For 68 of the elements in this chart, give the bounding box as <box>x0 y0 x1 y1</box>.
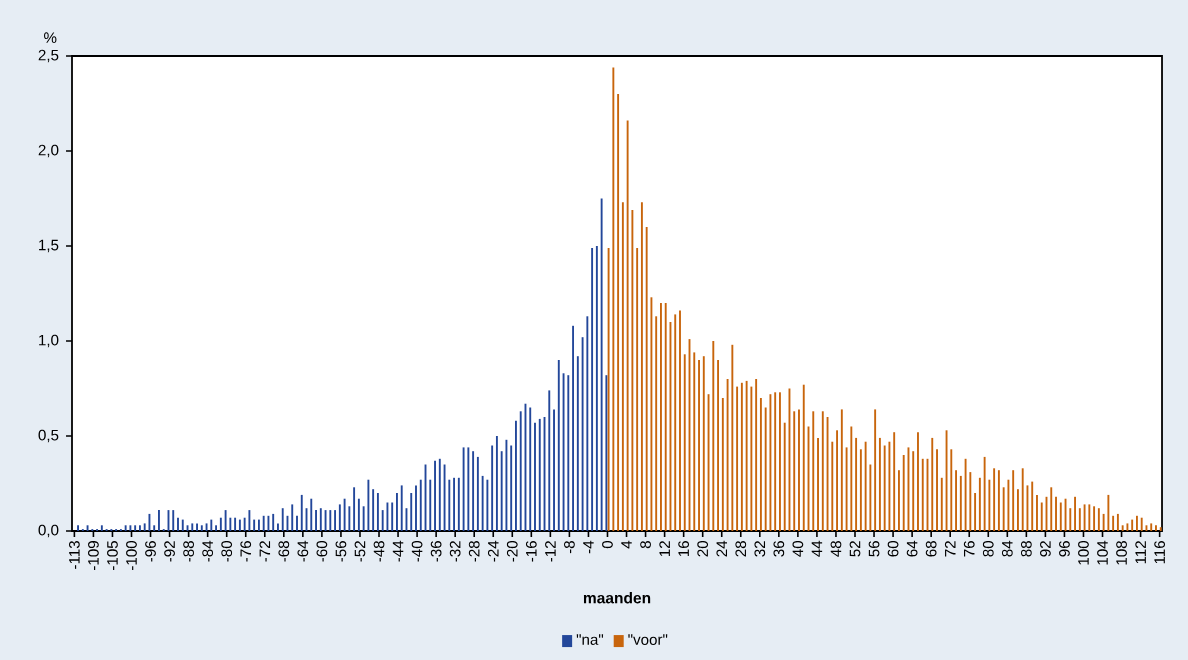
x-tick-label: -92 <box>164 541 175 562</box>
x-tick-label: -96 <box>145 541 156 562</box>
x-tick-label: 56 <box>868 541 880 557</box>
x-tick-label: 24 <box>716 540 728 557</box>
x-tick-label: 92 <box>1040 541 1051 557</box>
y-tick-label: 2,5 <box>38 49 59 63</box>
x-tick-label: 52 <box>849 541 861 557</box>
y-axis-title: % <box>44 32 57 43</box>
x-tick-label: -84 <box>202 540 214 562</box>
y-tick-label: 1,5 <box>39 239 59 253</box>
x-tick-label: -109 <box>88 541 99 570</box>
x-tick-label: 116 <box>1154 541 1165 564</box>
x-tick-label: 72 <box>944 541 956 557</box>
x-tick-label: 108 <box>1116 541 1127 565</box>
x-tick-label: -40 <box>411 540 423 562</box>
x-tick-label: 76 <box>963 541 975 557</box>
x-tick-label: -24 <box>487 540 499 562</box>
x-tick-label: 8 <box>640 541 651 549</box>
x-tick-label: -52 <box>354 541 366 562</box>
x-tick-label: -56 <box>335 541 347 562</box>
x-tick-label: 20 <box>697 540 709 557</box>
x-tick-label: 104 <box>1097 540 1108 565</box>
x-tick-label: -68 <box>278 541 290 562</box>
x-tick-label: -20 <box>506 540 518 562</box>
x-tick-label: 44 <box>811 540 823 557</box>
x-tick-label: -105 <box>107 541 118 570</box>
x-tick-label: 28 <box>735 541 747 557</box>
x-tick-label: 96 <box>1059 541 1070 557</box>
x-tick-label: 48 <box>830 541 842 557</box>
x-tick-label: 100 <box>1078 540 1089 565</box>
x-tick-label: -80 <box>221 540 233 562</box>
x-tick-label: 64 <box>906 540 918 557</box>
x-tick-label: -72 <box>259 541 271 562</box>
y-tick-label: 1,0 <box>39 334 59 348</box>
x-tick-label: -32 <box>449 541 461 562</box>
x-tick-label: 80 <box>982 540 994 557</box>
y-tick-label: 2,0 <box>38 144 59 158</box>
x-tick-label: 32 <box>754 541 766 557</box>
x-axis-title: maanden <box>583 592 651 604</box>
x-tick-label: 68 <box>925 541 937 557</box>
x-tick-label: 88 <box>1020 541 1032 557</box>
y-tick-label: 0,5 <box>38 429 59 443</box>
x-tick-label: 36 <box>773 541 785 557</box>
x-tick-label: 12 <box>659 541 670 557</box>
x-tick-label: 4 <box>621 540 632 549</box>
x-tick-label: -4 <box>583 540 594 554</box>
x-tick-label: -12 <box>545 541 556 562</box>
x-tick-label: 0 <box>602 540 613 549</box>
x-tick-label: 16 <box>678 541 690 557</box>
x-tick-label: -88 <box>183 541 194 562</box>
x-tick-label: -100 <box>126 540 137 570</box>
y-tick-label: 0,0 <box>38 524 59 538</box>
x-tick-label: -28 <box>468 541 480 562</box>
x-tick-label: -16 <box>525 541 537 562</box>
x-tick-label: -48 <box>373 541 385 562</box>
x-tick-label: 84 <box>1001 540 1013 557</box>
legend-label: "voor" <box>628 634 668 645</box>
x-tick-label: 40 <box>792 540 804 557</box>
x-tick-label: -60 <box>316 540 328 562</box>
x-tick-label: -8 <box>564 541 575 554</box>
x-tick-label: 60 <box>887 540 899 557</box>
x-tick-label: -113 <box>69 541 80 569</box>
x-tick-label: -64 <box>297 540 309 562</box>
legend-label: "na" <box>576 634 604 645</box>
x-tick-label: 112 <box>1135 541 1146 564</box>
x-tick-label: -76 <box>240 541 252 562</box>
x-tick-label: -36 <box>430 541 442 562</box>
x-tick-label: -44 <box>392 540 404 562</box>
